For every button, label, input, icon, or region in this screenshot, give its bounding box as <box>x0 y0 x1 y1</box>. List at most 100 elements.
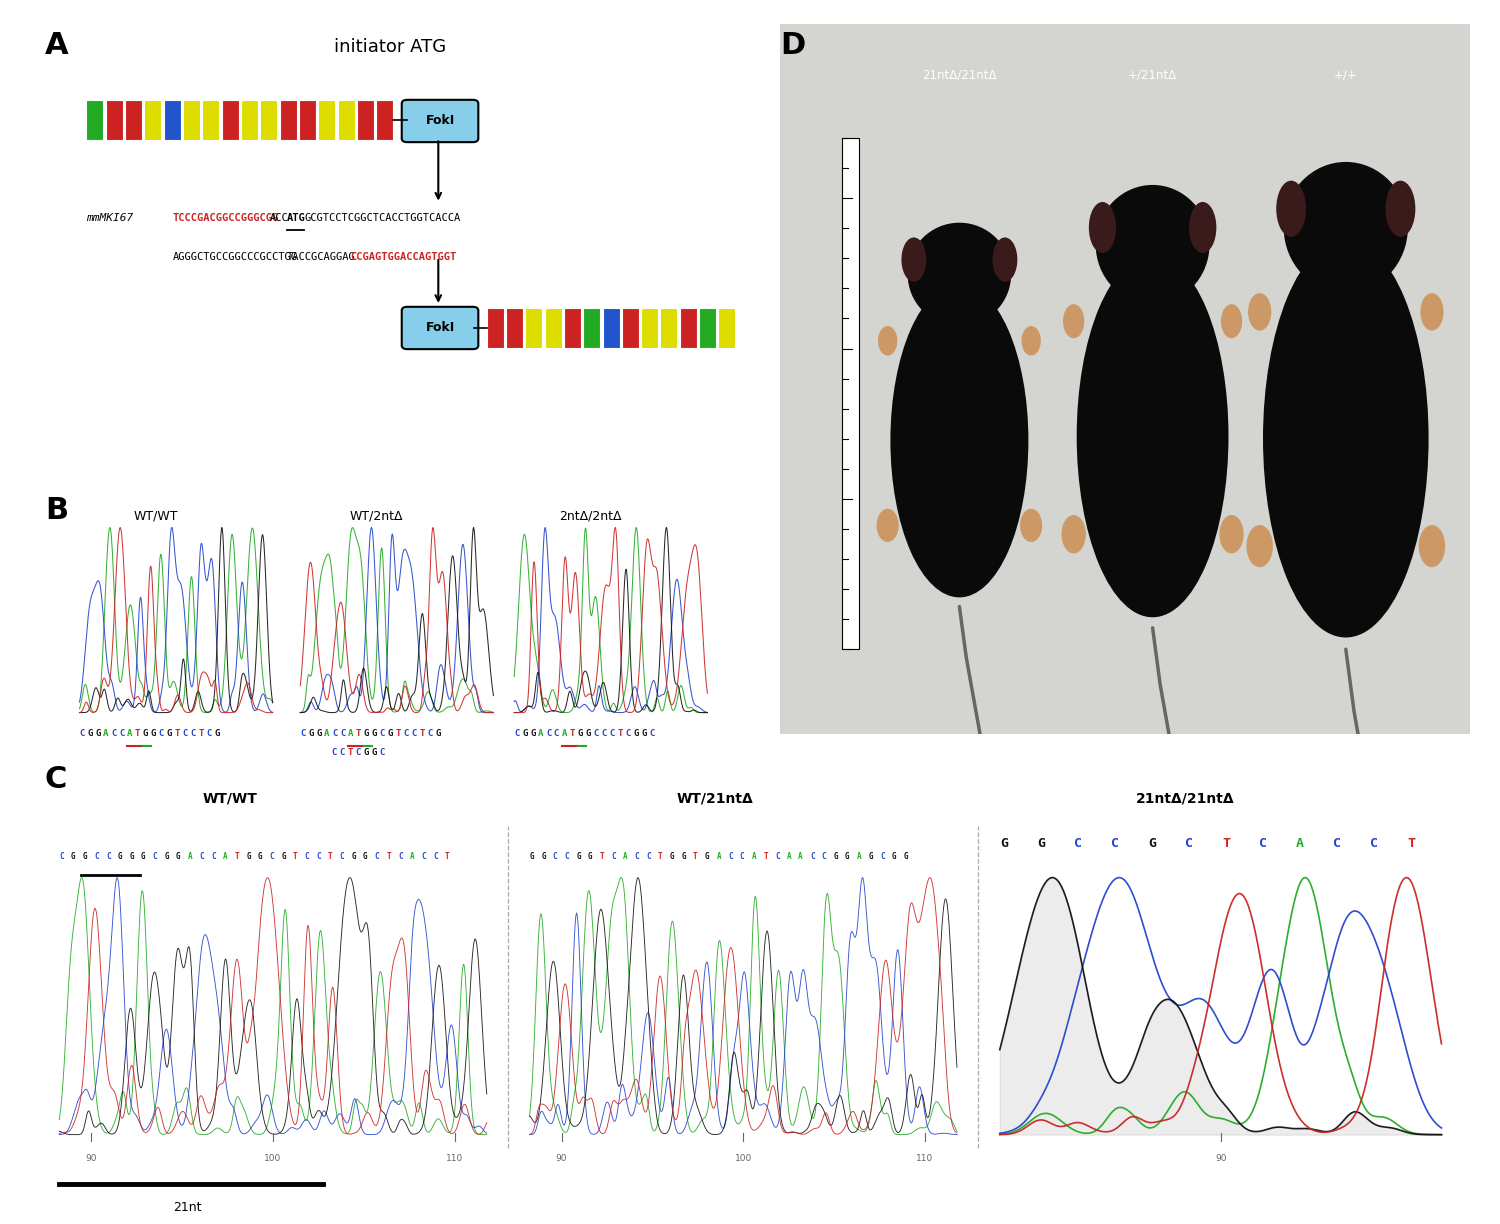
Text: C: C <box>602 728 608 738</box>
Text: G: G <box>705 852 710 860</box>
Text: T: T <box>346 748 352 756</box>
Bar <box>261 100 278 140</box>
Text: A: A <box>128 728 132 738</box>
Bar <box>758 308 774 348</box>
Text: C: C <box>375 852 380 860</box>
Text: G: G <box>152 728 156 738</box>
Ellipse shape <box>1089 202 1116 253</box>
Text: C: C <box>340 728 345 738</box>
Text: C: C <box>514 728 519 738</box>
Text: 110: 110 <box>446 1154 464 1163</box>
Text: C: C <box>200 852 204 860</box>
Text: A: A <box>410 852 414 860</box>
Text: G: G <box>1148 837 1156 849</box>
Text: C: C <box>634 852 639 860</box>
Bar <box>298 100 316 140</box>
Text: C: C <box>94 852 99 860</box>
Text: C: C <box>612 852 616 860</box>
Text: C: C <box>1258 837 1268 849</box>
Text: A: A <box>1296 837 1304 849</box>
Text: 90: 90 <box>86 1154 98 1163</box>
Text: G: G <box>640 728 646 738</box>
Bar <box>87 100 104 140</box>
Text: C: C <box>1185 837 1192 849</box>
Text: C: C <box>332 748 336 756</box>
Text: T: T <box>420 728 424 738</box>
Text: AGGGCTGCCGGCCCGCCTGG: AGGGCTGCCGGCCCGCCTGG <box>172 252 297 262</box>
Bar <box>660 308 678 348</box>
Bar <box>124 100 142 140</box>
Text: C: C <box>546 728 552 738</box>
Text: TCCCGACGGCCGGGCGG: TCCCGACGGCCGGGCGG <box>172 213 279 223</box>
Bar <box>525 308 542 348</box>
Ellipse shape <box>1263 239 1428 638</box>
Text: C: C <box>111 728 117 738</box>
Text: C: C <box>1112 837 1119 849</box>
Ellipse shape <box>1062 515 1086 553</box>
Text: C: C <box>118 728 124 738</box>
Ellipse shape <box>1190 202 1216 253</box>
Bar <box>376 100 393 140</box>
Text: T: T <box>198 728 204 738</box>
Text: A: A <box>562 728 567 738</box>
Text: G: G <box>70 852 75 860</box>
Text: G: G <box>166 728 172 738</box>
Text: G: G <box>578 728 584 738</box>
Ellipse shape <box>1095 185 1209 305</box>
Text: C: C <box>650 728 654 738</box>
Text: FokI: FokI <box>426 115 454 127</box>
Text: G: G <box>588 852 592 860</box>
Bar <box>222 100 238 140</box>
Text: G: G <box>891 852 897 860</box>
Text: 90: 90 <box>556 1154 567 1163</box>
FancyBboxPatch shape <box>402 307 478 349</box>
Text: G: G <box>585 728 591 738</box>
Text: T: T <box>618 728 622 738</box>
Text: A: A <box>752 852 756 860</box>
Text: C: C <box>60 852 64 860</box>
Text: G: G <box>576 852 580 860</box>
Text: T: T <box>693 852 698 860</box>
Bar <box>640 308 658 348</box>
Ellipse shape <box>1420 293 1443 330</box>
Text: C: C <box>270 852 274 860</box>
Text: G: G <box>522 728 528 738</box>
Text: C: C <box>356 748 360 756</box>
Text: T: T <box>396 728 400 738</box>
Text: C: C <box>427 728 432 738</box>
Ellipse shape <box>878 326 897 356</box>
Text: G: G <box>129 852 134 860</box>
Text: T: T <box>174 728 180 738</box>
Text: G: G <box>308 728 314 738</box>
FancyBboxPatch shape <box>402 100 478 142</box>
Text: 90: 90 <box>1215 1154 1227 1163</box>
Text: T: T <box>446 852 450 860</box>
Text: C: C <box>45 765 68 794</box>
Ellipse shape <box>993 237 1017 282</box>
Text: FokI: FokI <box>426 322 454 334</box>
Bar <box>338 100 354 140</box>
Bar <box>842 138 860 649</box>
Text: T: T <box>387 852 392 860</box>
Text: WT/2ntΔ: WT/2ntΔ <box>350 509 404 523</box>
Ellipse shape <box>891 284 1029 597</box>
Text: A: A <box>224 852 228 860</box>
Ellipse shape <box>1276 181 1306 237</box>
Text: A: A <box>45 31 69 60</box>
Bar <box>144 100 162 140</box>
Text: G: G <box>372 728 376 738</box>
Bar <box>318 100 334 140</box>
Text: T: T <box>764 852 768 860</box>
Bar <box>183 100 200 140</box>
Text: C: C <box>398 852 402 860</box>
Bar <box>680 308 698 348</box>
Text: G: G <box>87 728 93 738</box>
Text: G: G <box>530 852 534 860</box>
Text: G: G <box>868 852 873 860</box>
Ellipse shape <box>1020 509 1042 542</box>
Text: C: C <box>609 728 615 738</box>
Bar <box>105 100 123 140</box>
Text: C: C <box>380 748 384 756</box>
Text: A: A <box>786 852 790 860</box>
Bar <box>164 100 180 140</box>
